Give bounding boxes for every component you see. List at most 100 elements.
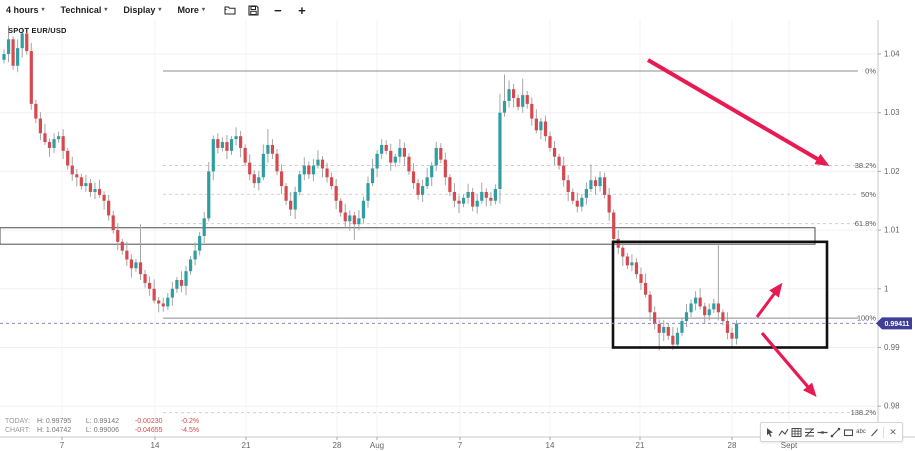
candle-body [29,51,33,104]
rectangle-tool-icon[interactable] [842,426,854,439]
chart-high: H: 1.04742 [36,427,72,434]
bounce-arrow[interactable] [755,282,783,318]
candle-body [125,250,129,260]
legend-row-chart: CHART: H: 1.04742 L: 0.99006 -0.04655 -4… [5,426,207,435]
candle-body [425,177,429,187]
candle-body [370,168,375,184]
candle-body [380,144,384,154]
price-chart[interactable]: 0% 38.2% 50% 61.8% 100% 138.2% 7 14 21 28 Aug 7 14 21… [0,20,915,451]
trend-line-tool-icon[interactable] [829,426,841,439]
candle-body [507,89,511,101]
candle-body [530,103,534,119]
candle-body [307,165,311,175]
grid-tool-icon[interactable] [790,426,802,439]
candle-body [302,165,306,175]
candle-body [111,215,115,231]
candle-body [725,321,730,333]
fib-retracement: 0% 38.2% 50% 61.8% 100% 138.2% [163,67,877,417]
candle-body [261,153,265,178]
close-toolbar-icon[interactable]: ✕ [889,426,897,437]
candle-body [616,238,620,248]
candle-body [330,177,334,187]
candle-body [316,159,320,166]
candle-body [216,139,220,148]
candle-body [61,136,65,151]
candle-body [38,118,42,134]
menu-more[interactable]: More ▾ [177,5,205,15]
today-low: L: 0.99142 [85,418,119,425]
line-tool-icon[interactable] [868,426,880,439]
candle-body [493,189,497,201]
zoom-out-button[interactable]: − [274,2,282,18]
candle-body [398,147,402,157]
open-folder-icon[interactable] [223,3,237,17]
candle-body [289,200,293,210]
horizontal-line-tool-icon[interactable] [816,426,828,439]
candle-body [452,191,457,201]
chart-area: 0% 38.2% 50% 61.8% 100% 138.2% 7 14 21 28 Aug 7 14 21… [0,20,915,451]
candle-body [634,262,639,275]
zoom-in-button[interactable]: + [298,2,306,18]
candle-body [239,136,243,148]
candle-body [430,165,434,178]
x-axis-label: 14 [151,441,160,450]
timeframe-dropdown[interactable]: 4 hours ▾ [6,5,45,15]
chart-legend: TODAY: H: 0.99795 L: 0.99142 -0.00230 -0… [5,417,207,435]
candle-body [689,303,693,313]
text-tool-icon[interactable]: abc [856,429,866,435]
candle-body [389,150,393,163]
downtrend-arrow[interactable] [646,58,830,167]
menu-display[interactable]: Display ▾ [123,5,162,15]
candle-body [143,274,147,283]
candle-body [516,98,520,107]
candle-body [471,191,475,207]
fib-retracement-tool-icon[interactable] [803,426,815,439]
candle-body [607,194,611,213]
candle-body [694,297,698,304]
support-channel-rect[interactable] [0,227,816,245]
x-axis-label: 7 [60,441,65,450]
polyline-tool-icon[interactable] [777,426,789,439]
candle-body [562,165,566,181]
toolbar-divider [883,426,884,438]
candle-body [548,136,552,148]
y-axis-labels: 1.04 1.03 1.02 1.01 1 0.99 0.98 [878,50,900,411]
candle-body [525,95,529,104]
pointer-tool-icon[interactable] [764,426,776,439]
candle-body [229,139,234,151]
candle-body [434,147,438,166]
fib-level-label: 138.2% [851,408,877,417]
y-axis-label: 1.04 [884,50,900,59]
menu-technical[interactable]: Technical ▾ [60,5,108,15]
candle-body [311,165,315,175]
candle-body [598,177,602,187]
candle-body [352,215,356,225]
breakout-box[interactable] [611,240,829,349]
candle-body [698,297,702,307]
candle-body [107,200,111,216]
y-axis-label: 1.03 [884,108,900,117]
candle-body [539,121,543,131]
x-axis-label: 28 [728,441,737,450]
candle-body [275,153,279,172]
candle-body [657,324,661,333]
save-icon[interactable] [247,3,261,17]
chart-change: -0.04655 [134,427,163,434]
candle-body [193,250,197,260]
candle-body [498,112,502,190]
candle-body [357,218,361,225]
candle-body [552,147,557,157]
candle-body [621,247,625,257]
fib-level-label: 38.2% [855,161,877,170]
x-axis-label: 28 [333,441,342,450]
candle-body [47,142,52,148]
candle-body [57,136,61,140]
y-axis-label: 1 [884,284,889,293]
fib-level-label: 61.8% [855,219,877,228]
breakdown-arrow[interactable] [760,331,817,398]
candle-body [557,156,561,166]
candle-body [612,212,616,239]
candle-body [361,200,366,219]
symbol-label: SPOT EUR/USD [8,26,67,35]
